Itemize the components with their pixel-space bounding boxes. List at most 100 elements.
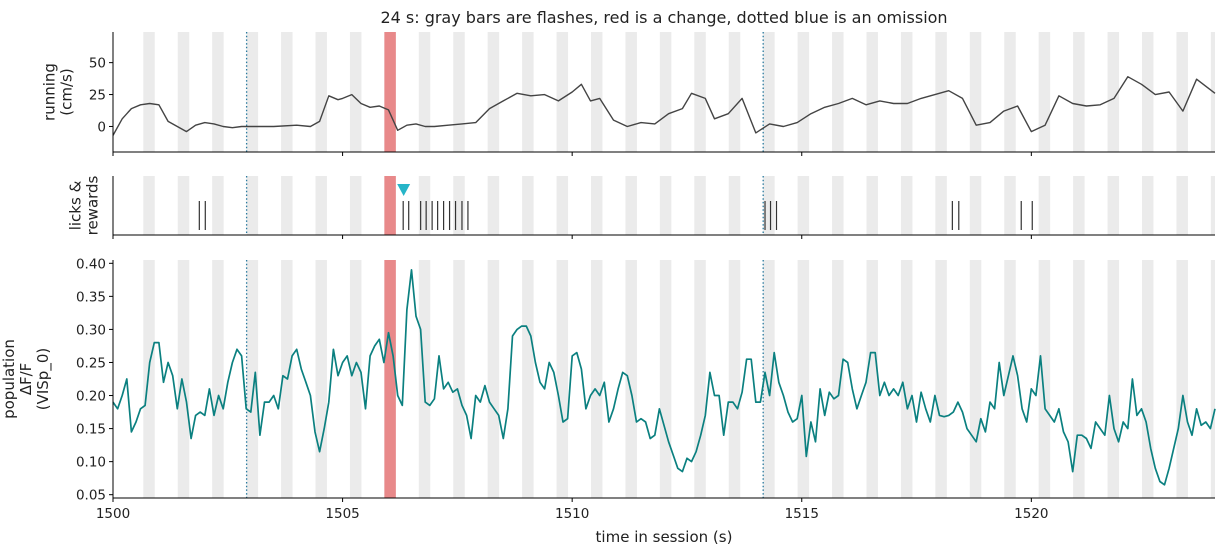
dff-y-axis-label: population [0,339,18,419]
flash-bar [763,176,775,235]
flash-bar [315,260,327,498]
flash-bar [969,176,982,235]
flash-bar [1073,176,1085,235]
flash-bar [900,176,913,235]
flash-bar [281,176,293,235]
y-tick-label: 0.25 [76,355,106,371]
x-axis-label: time in session (s) [596,528,733,546]
flash-bar [797,260,810,498]
flash-bar [315,176,327,235]
flash-bar [728,260,741,498]
flash-bar [659,32,672,152]
flash-bar [1004,32,1016,152]
licks-y-axis-label: licks & [67,180,85,230]
flash-bar [763,260,775,498]
flash-bar [694,260,706,498]
flash-bar [866,32,878,152]
flash-bar [315,32,327,152]
flash-bar [935,260,947,498]
figure-title: 24 s: gray bars are flashes, red is a ch… [380,8,947,27]
flash-bar [866,260,878,498]
dff-panel: 1500 1505 1510 1515 1520 0.05 0.10 0.15 0.20 0.25… [0,256,1216,522]
change-bar [384,32,396,152]
flash-bar [1176,32,1188,152]
flash-bar [1107,260,1120,498]
change-bar [384,176,396,235]
y-tick-label: 0 [97,119,106,135]
flash-bar [1038,32,1051,152]
flash-bar [246,176,259,235]
flash-bar [1141,32,1154,152]
x-tick-label: 1505 [325,506,359,522]
running-y-axis-label: running [41,63,59,121]
y-tick-label: 50 [89,56,106,72]
flash-bar [763,32,775,152]
flash-bar [1176,260,1188,498]
flash-bar [866,176,878,235]
flash-bar [212,260,224,498]
flash-bar [281,32,293,152]
y-tick-label: 0.30 [76,322,106,338]
flash-bar [590,260,603,498]
flash-bar [659,176,672,235]
flash-bar [625,260,637,498]
flash-bar [522,32,534,152]
flash-bar [694,32,706,152]
flash-bar [832,32,844,152]
flash-bar [1176,176,1188,235]
flash-bar [728,32,741,152]
flash-bar [177,176,190,235]
flash-bar [246,32,259,152]
y-tick-label: 0.20 [76,389,106,405]
flash-bar [1004,176,1016,235]
dff-y-axis-label: (VISp_0) [34,348,53,410]
y-tick-label: 0.15 [76,422,106,438]
running-series-line [112,75,1216,136]
flash-bar [1141,176,1154,235]
flash-bar [590,176,603,235]
flash-bar [900,32,913,152]
flash-bar [797,176,810,235]
flash-bar [625,32,637,152]
flash-bar [212,176,224,235]
y-tick-label: 0.35 [76,289,106,305]
flash-bar [1038,260,1051,498]
flash-bar [556,260,569,498]
flash-bar [522,260,534,498]
flash-bar [522,176,534,235]
flash-bar [935,32,947,152]
flash-bar [487,32,500,152]
flash-bar [969,32,982,152]
x-tick-label: 1520 [1014,506,1048,522]
flash-bar [969,260,982,498]
flash-bar [659,260,672,498]
flash-bar [1073,32,1085,152]
y-tick-label: 0.10 [76,455,106,471]
flash-bar [418,176,431,235]
y-tick-label: 0.40 [76,256,106,272]
running-panel: 0 25 50 running (cm/s) [41,32,1216,156]
flash-bar [349,260,362,498]
flash-bar [1210,176,1215,235]
licks-panel: licks & rewards [67,175,1215,239]
flash-bar [1210,260,1215,498]
running-y-axis-label: (cm/s) [58,68,76,115]
y-tick-label: 25 [89,88,106,104]
flash-bar [556,32,569,152]
flash-bar [487,260,500,498]
flash-bar [487,176,500,235]
flash-bar [143,32,155,152]
change-bar [384,260,396,498]
dff-series-line [112,269,1216,486]
flash-bar [832,176,844,235]
flash-bar [625,176,637,235]
flash-bar [212,32,224,152]
flash-bar [453,260,465,498]
licks-y-axis-label: rewards [84,175,102,235]
flash-bar [418,32,431,152]
flash-bar [177,32,190,152]
flash-bar [453,32,465,152]
reward-marker [397,184,411,196]
flash-bar [1141,260,1154,498]
flash-bar [935,176,947,235]
